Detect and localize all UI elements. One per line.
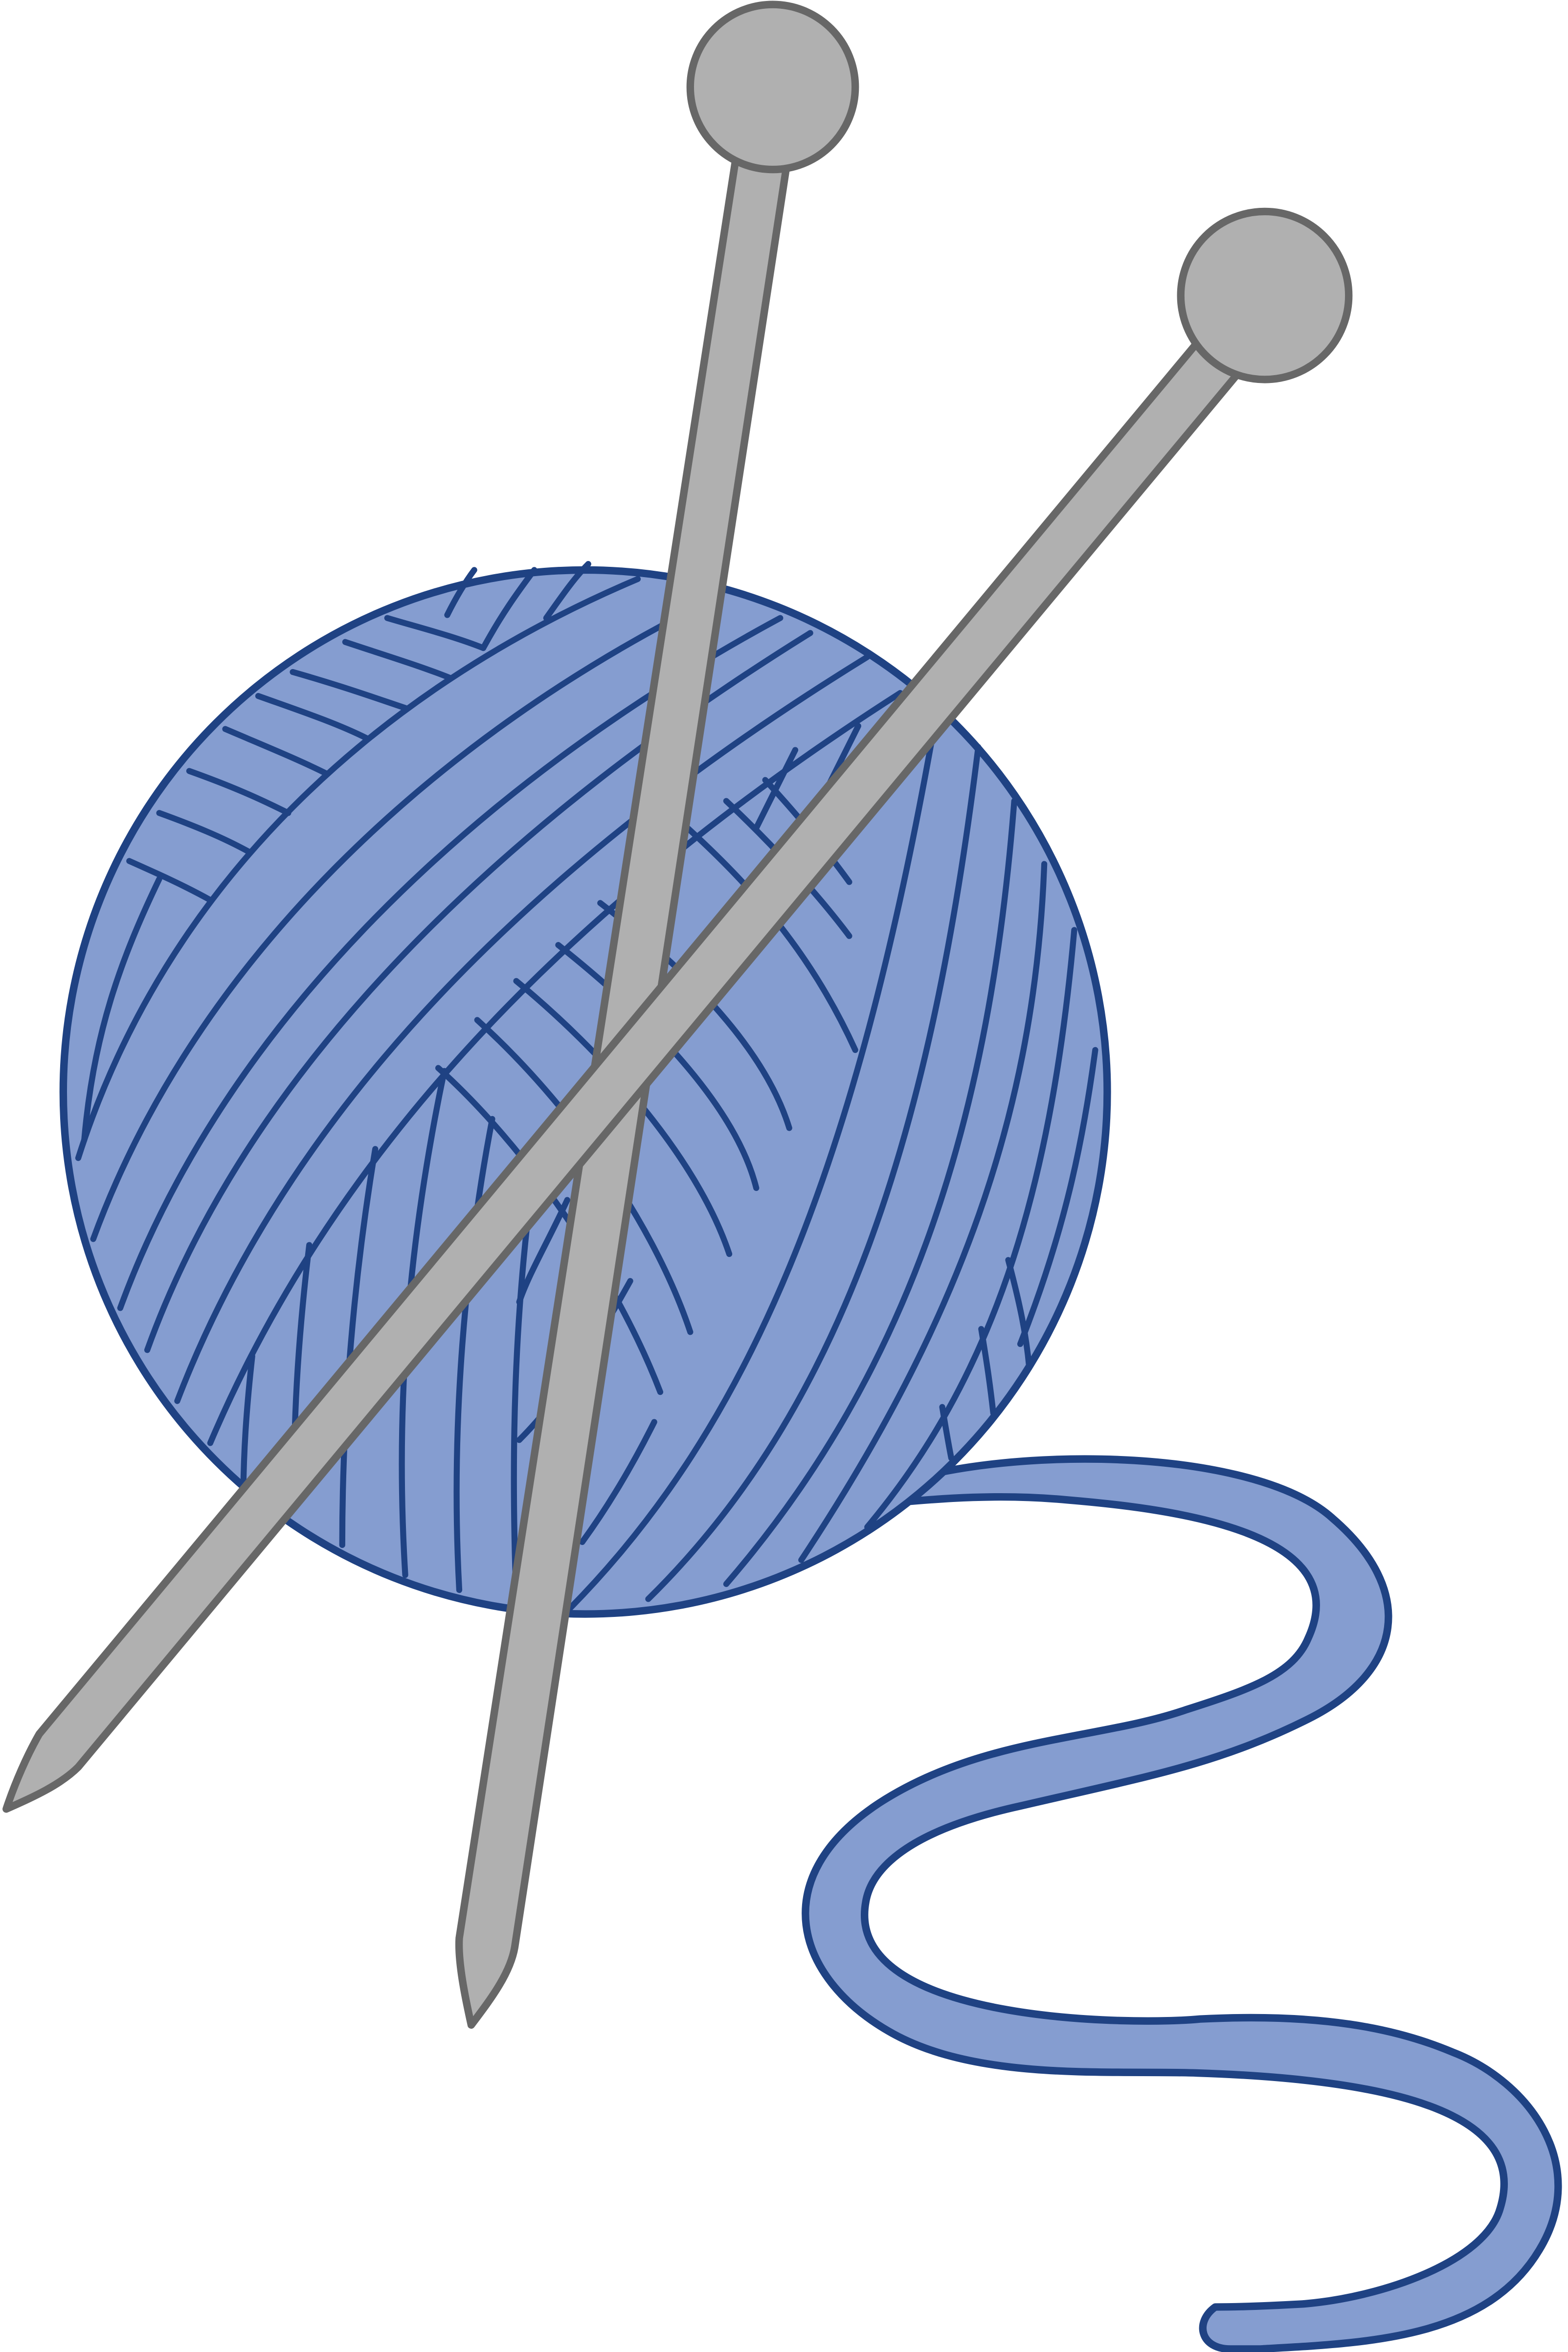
yarn-ball-strands [75, 561, 1098, 1611]
knitting-needle-icon [2, 207, 1353, 1813]
yarn-strand-icon [802, 1455, 1562, 2352]
